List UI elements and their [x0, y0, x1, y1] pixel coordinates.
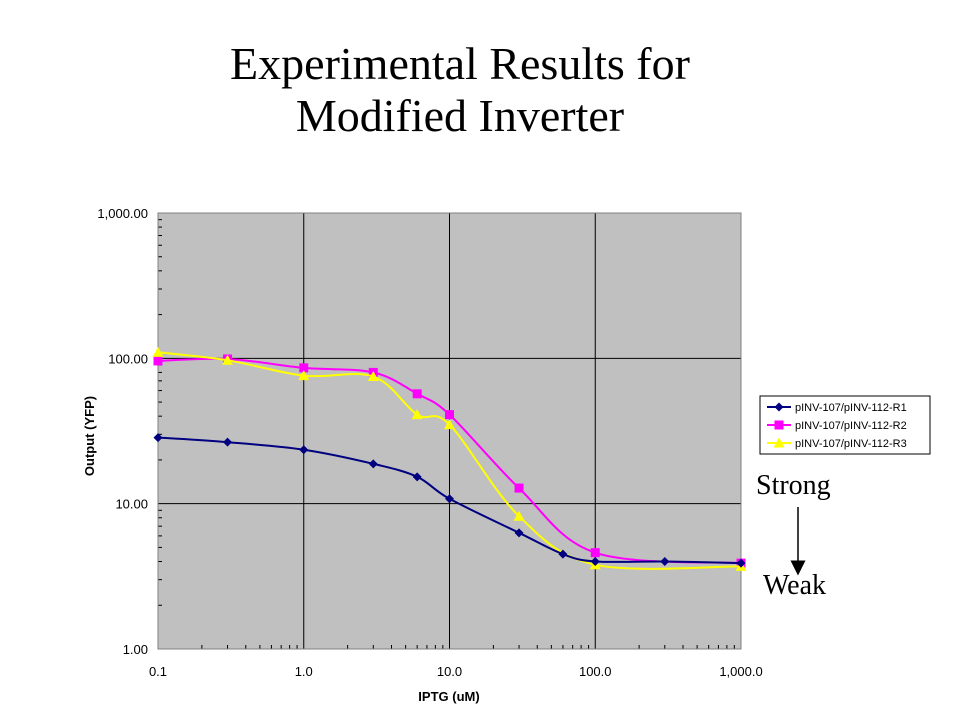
- legend-item-3: pINV-107/pINV-112-R3: [767, 437, 907, 450]
- plot-border: [157, 212, 742, 650]
- legend-marker: [774, 402, 784, 412]
- legend-label: pINV-107/pINV-112-R2: [795, 420, 907, 432]
- x-tick-label: 0.1: [149, 664, 167, 679]
- y-tick-label: 100.00: [108, 351, 148, 366]
- data-point: [660, 557, 670, 567]
- y-tick-label: 1.00: [123, 642, 148, 657]
- series-layer: [152, 346, 747, 571]
- data-point: [558, 549, 568, 559]
- x-tick-labels: 0.1 1.0 10.0 100.0 1,000.0: [149, 664, 763, 679]
- legend-item-1: pINV-107/pINV-112-R1: [767, 402, 907, 414]
- data-point: [367, 370, 379, 381]
- slide-title: Experimental Results for Modified Invert…: [0, 38, 920, 142]
- data-point: [298, 370, 310, 381]
- strong-label: Strong: [756, 470, 831, 501]
- data-point: [153, 356, 163, 366]
- legend-label: pINV-107/pINV-112-R3: [795, 438, 907, 450]
- title-line-2: Modified Inverter: [295, 90, 625, 141]
- x-axis-label: IPTG (uM): [418, 689, 479, 704]
- legend-marker: [774, 420, 784, 430]
- data-point: [222, 354, 234, 365]
- data-point: [368, 459, 378, 469]
- y-axis-label: Output (YFP): [82, 396, 97, 476]
- data-point: [299, 363, 309, 373]
- title-line-1: Experimental Results for: [230, 38, 690, 89]
- data-point: [590, 548, 600, 558]
- data-point: [223, 437, 233, 447]
- data-point: [514, 483, 524, 493]
- x-tick-label: 1,000.0: [719, 664, 762, 679]
- x-tick-label: 10.0: [437, 664, 462, 679]
- weak-label: Weak: [763, 570, 827, 601]
- data-point: [412, 472, 422, 482]
- y-tick-labels: 1.00 10.00 100.00 1,000.00: [97, 206, 148, 657]
- data-point: [514, 528, 524, 538]
- data-point: [412, 389, 422, 399]
- data-point: [152, 346, 164, 357]
- data-point: [736, 558, 746, 568]
- y-tick-label: 1,000.00: [97, 206, 148, 221]
- data-point: [411, 409, 423, 420]
- legend: pINV-107/pINV-112-R1 pINV-107/pINV-112-R2…: [759, 395, 931, 455]
- data-point: [153, 433, 163, 443]
- legend-label: pINV-107/pINV-112-R1: [795, 402, 907, 414]
- legend-marker: [773, 437, 785, 448]
- data-point: [299, 445, 309, 455]
- legend-item-2: pINV-107/pINV-112-R2: [767, 420, 907, 432]
- data-point: [513, 510, 525, 521]
- x-tick-label: 100.0: [579, 664, 612, 679]
- y-tick-label: 10.00: [115, 497, 148, 512]
- minor-ticks: [158, 219, 735, 649]
- x-tick-label: 1.0: [295, 664, 313, 679]
- data-point: [590, 557, 600, 567]
- data-point: [445, 410, 454, 420]
- series-1: [153, 433, 746, 568]
- data-point: [444, 419, 455, 430]
- data-point: [445, 494, 454, 504]
